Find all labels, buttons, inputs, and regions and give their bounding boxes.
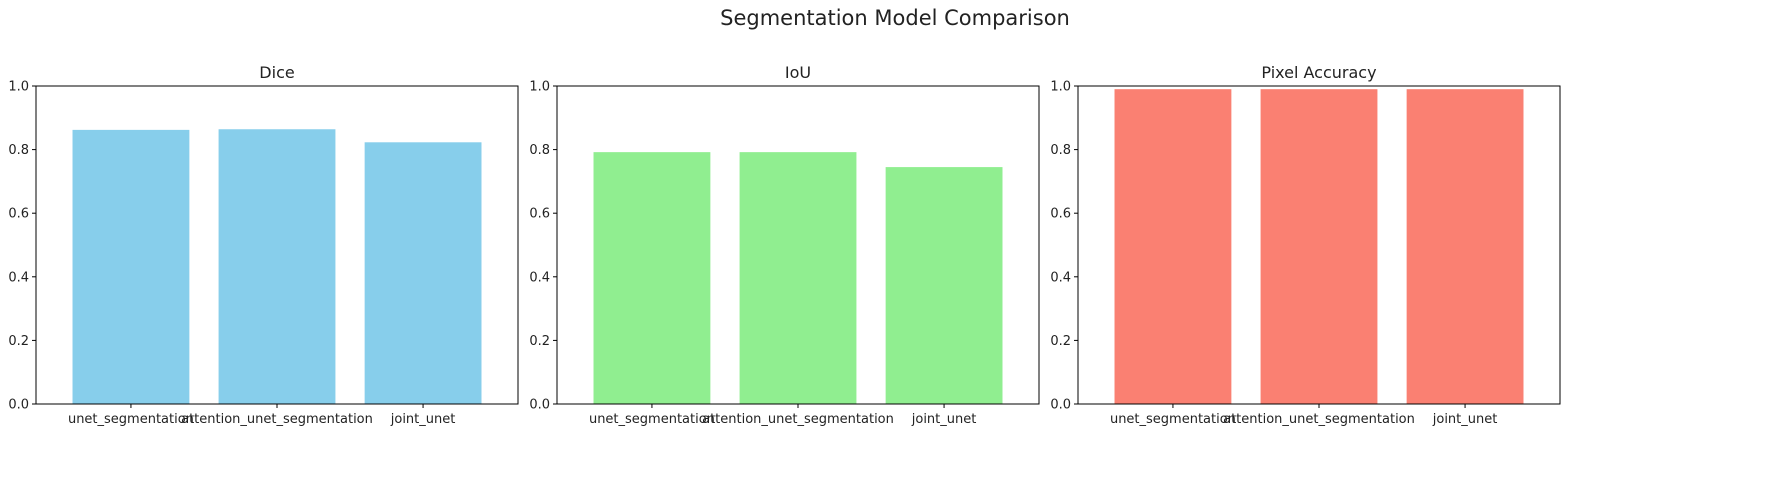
bar-dice-attention-unet-segmentation bbox=[218, 129, 336, 404]
bar-iou-unet-segmentation bbox=[593, 152, 711, 404]
y-tick-label: 0.2 bbox=[529, 334, 550, 349]
panel-title-iou: IoU bbox=[785, 63, 811, 82]
bar-pixel-accuracy-attention-unet-segmentation bbox=[1260, 89, 1378, 405]
y-tick-label: 0.8 bbox=[529, 143, 550, 158]
panel-title-pixel-accuracy: Pixel Accuracy bbox=[1261, 63, 1376, 82]
chart-panel-iou: 0.0 0.2 0.4 0.6 0.8 1.0 unet_segmentationatten… bbox=[529, 63, 1040, 427]
y-tick-label: 0.6 bbox=[1050, 207, 1071, 222]
y-tick-label: 1.0 bbox=[529, 80, 550, 95]
y-tick-label: 0.4 bbox=[8, 270, 29, 285]
y-tick-label: 0.8 bbox=[1050, 143, 1071, 158]
y-tick-label: 0.6 bbox=[529, 207, 550, 222]
y-tick-label: 1.0 bbox=[8, 80, 29, 95]
x-tick-label: unet_segmentation bbox=[589, 412, 715, 427]
figure-title: Segmentation Model Comparison bbox=[720, 6, 1070, 30]
y-tick-label: 0.0 bbox=[1050, 398, 1071, 413]
x-tick-label: joint_unet bbox=[911, 412, 977, 427]
x-tick-label: joint_unet bbox=[390, 412, 456, 427]
panel-title-dice: Dice bbox=[259, 63, 294, 82]
bar-dice-joint-unet bbox=[364, 142, 482, 405]
y-tick-label: 0.2 bbox=[1050, 334, 1071, 349]
bar-dice-unet-segmentation bbox=[72, 129, 190, 404]
chart-panel-dice: 0.0 0.2 0.4 0.6 0.8 1.0 unet_segmentationatten… bbox=[8, 63, 519, 427]
y-tick-label: 0.6 bbox=[8, 207, 29, 222]
x-tick-label: unet_segmentation bbox=[1110, 412, 1236, 427]
y-tick-label: 0.2 bbox=[8, 334, 29, 349]
y-tick-label: 0.0 bbox=[8, 398, 29, 413]
y-tick-label: 0.4 bbox=[529, 270, 550, 285]
bar-iou-joint-unet bbox=[885, 167, 1003, 404]
x-tick-label: attention_unet_segmentation bbox=[702, 412, 894, 427]
y-tick-label: 1.0 bbox=[1050, 80, 1071, 95]
x-tick-label: joint_unet bbox=[1432, 412, 1498, 427]
x-tick-label: attention_unet_segmentation bbox=[1223, 412, 1415, 427]
y-tick-label: 0.8 bbox=[8, 143, 29, 158]
bar-iou-attention-unet-segmentation bbox=[739, 152, 857, 404]
x-tick-label: unet_segmentation bbox=[68, 412, 194, 427]
chart-panels: 0.00.20.40.60.81.0unet_segmentationatten… bbox=[8, 63, 1561, 427]
y-tick-label: 0.4 bbox=[1050, 270, 1071, 285]
chart-panel-pixel-accuracy: 0.0 0.2 0.4 0.6 0.8 1.0 unet_segmentationatten… bbox=[1050, 63, 1561, 427]
bar-pixel-accuracy-joint-unet bbox=[1406, 89, 1524, 405]
y-tick-label: 0.0 bbox=[529, 398, 550, 413]
x-tick-label: attention_unet_segmentation bbox=[181, 412, 373, 427]
bar-pixel-accuracy-unet-segmentation bbox=[1114, 89, 1232, 405]
